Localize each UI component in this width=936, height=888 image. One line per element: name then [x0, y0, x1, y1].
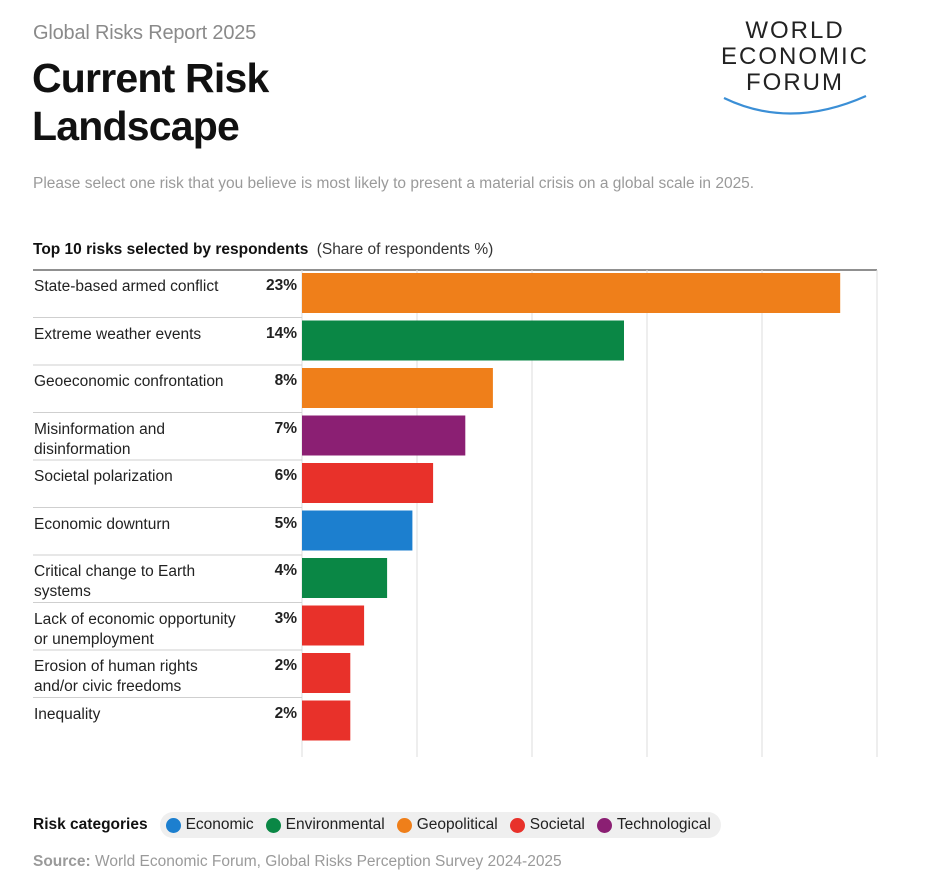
- legend-item-economic: Economic: [165, 816, 254, 834]
- row-label-5-line-0: Economic downturn: [34, 515, 171, 533]
- legend-dot-economic: [165, 817, 181, 833]
- legend-items: Economic Environmental Geopolitical Soci…: [159, 812, 721, 838]
- bar-5: [302, 510, 413, 551]
- row-label-8: Erosion of human rights and/or civic free…: [34, 657, 259, 697]
- row-label-6-line-1: systems: [34, 583, 91, 600]
- bar-9: [302, 700, 351, 741]
- row-value-1: 14%: [265, 324, 297, 342]
- row-label-7-line-1: or unemployment: [34, 630, 154, 648]
- logo-line-3: FORUM: [746, 69, 844, 96]
- bar-0: [302, 273, 841, 313]
- legend-item-societal: Societal: [509, 816, 585, 834]
- row-label-8-line-0: Erosion of human rights: [34, 658, 198, 675]
- row-label-1: Extreme weather events: [34, 325, 259, 345]
- legend-dot-societal: [509, 817, 525, 833]
- legend-title: Risk categories: [33, 816, 148, 833]
- row-value-3: 7%: [274, 419, 297, 437]
- row-value-2: 8%: [274, 372, 297, 389]
- row-value-7: 3%: [274, 609, 297, 627]
- bar-2: [302, 368, 493, 408]
- row-label-4: Societal polarization: [34, 467, 259, 487]
- row-value-9: 2%: [274, 704, 297, 722]
- title-line-2: Landscape: [32, 103, 240, 149]
- source-label: Source:: [33, 853, 91, 870]
- legend-dot-geopolitical: [396, 817, 412, 833]
- page-title: Current Risk Landscape: [32, 54, 269, 150]
- row-label-3-line-1: disinformation: [34, 440, 131, 458]
- logo-line-2: ECONOMIC: [721, 43, 869, 70]
- row-label-3-line-0: Misinformation and: [34, 420, 165, 438]
- chart-unit: (Share of respondents %): [316, 241, 494, 258]
- row-label-0: State-based armed conflict: [34, 277, 259, 297]
- row-value-6: 4%: [274, 562, 297, 579]
- row-label-3: Misinformation and disinformation: [34, 420, 259, 460]
- row-label-6-line-0: Critical change to Earth: [34, 563, 196, 580]
- legend-dot-environmental: [265, 817, 281, 833]
- row-label-6: Critical change to Earth systems: [34, 562, 259, 602]
- source-text: World Economic Forum, Global Risks Perce…: [95, 853, 562, 870]
- bar-6: [302, 558, 388, 598]
- row-label-1-line-0: Extreme weather events: [34, 325, 202, 343]
- legend: Risk categories Economic Environmental G…: [33, 812, 721, 838]
- wef-logo: WORLD ECONOMIC FORUM: [700, 18, 890, 128]
- row-label-8-line-1: and/or civic freedoms: [34, 678, 182, 695]
- row-value-0: 23%: [265, 277, 297, 294]
- logo-line-1: WORLD: [745, 17, 845, 44]
- logo-arc-icon: [723, 94, 867, 115]
- survey-prompt: Please select one risk that you believe …: [33, 175, 755, 192]
- bar-7: [302, 605, 365, 646]
- bar-chart: [33, 269, 878, 757]
- row-label-7-line-0: Lack of economic opportunity: [34, 610, 236, 628]
- row-label-0-line-0: State-based armed conflict: [34, 278, 219, 295]
- row-value-4: 6%: [274, 467, 297, 484]
- row-label-9-line-0: Inequality: [34, 705, 101, 723]
- title-line-1: Current Risk: [32, 55, 269, 101]
- chart-title: Top 10 risks selected by respondents: [33, 241, 309, 258]
- report-label: Global Risks Report 2025: [33, 22, 257, 44]
- row-label-2-line-0: Geoeconomic confrontation: [34, 373, 224, 390]
- bar-4: [302, 463, 434, 503]
- row-label-4-line-0: Societal polarization: [34, 468, 173, 485]
- bar-3: [302, 415, 466, 456]
- legend-item-environmental: Environmental: [265, 816, 385, 834]
- row-label-7: Lack of economic opportunity or unemploym…: [34, 610, 259, 650]
- source-note: Source: World Economic Forum, Global Ris…: [33, 853, 562, 871]
- legend-dot-technological: [596, 817, 612, 833]
- row-value-8: 2%: [274, 657, 297, 674]
- bar-8: [302, 653, 351, 693]
- legend-item-technological: Technological: [596, 816, 711, 834]
- row-label-5: Economic downturn: [34, 515, 259, 535]
- row-label-9: Inequality: [34, 705, 259, 725]
- row-value-5: 5%: [274, 514, 297, 532]
- chart-heading: Top 10 risks selected by respondents (Sh…: [33, 241, 493, 259]
- legend-item-geopolitical: Geopolitical: [396, 816, 498, 834]
- bar-1: [302, 320, 624, 361]
- row-label-2: Geoeconomic confrontation: [34, 372, 259, 392]
